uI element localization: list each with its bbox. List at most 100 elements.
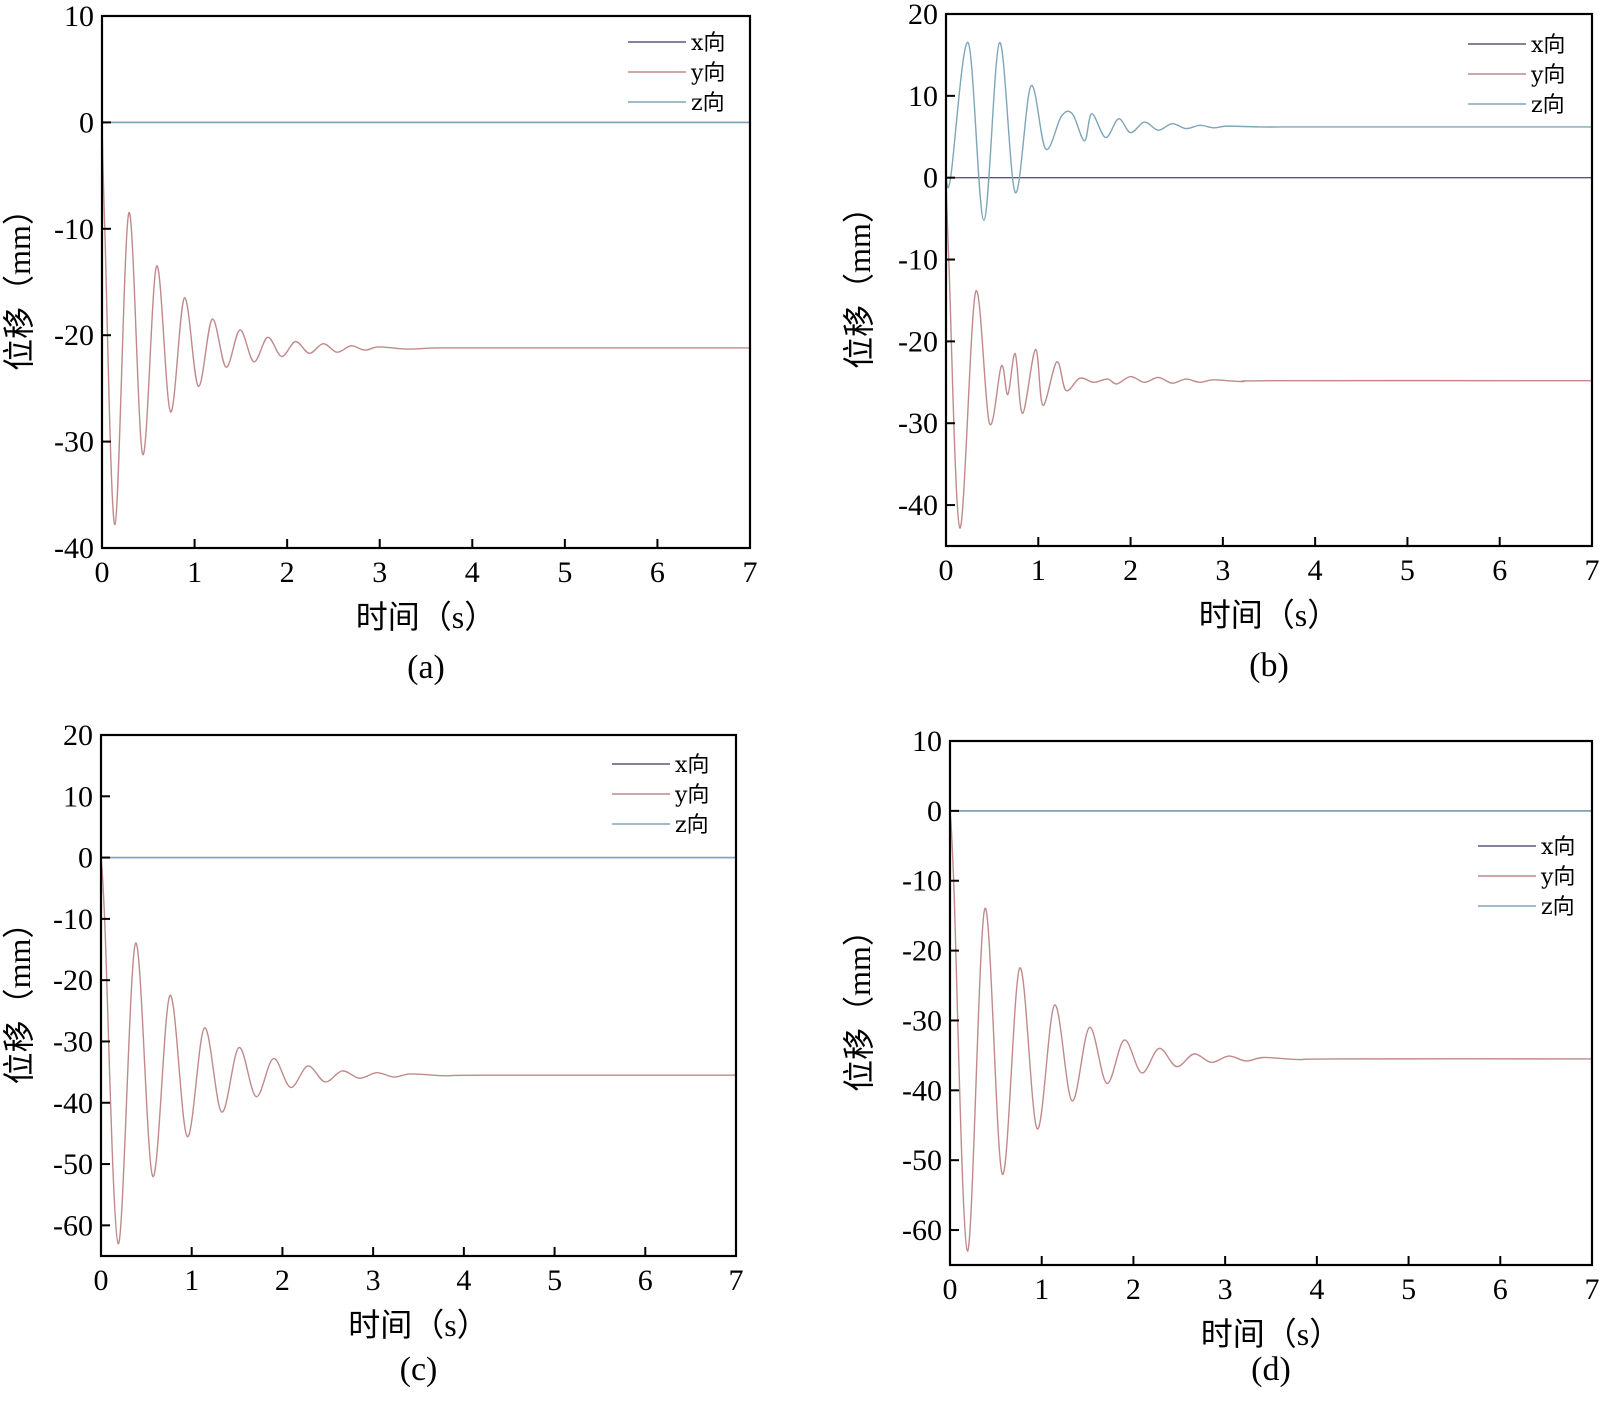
legend-label-z: z向 xyxy=(1531,93,1565,118)
x-tick-label: 2 xyxy=(1123,554,1138,587)
series-line-z xyxy=(945,41,1592,221)
series-line-y xyxy=(949,810,1593,1252)
x-tick-label: 3 xyxy=(366,1264,381,1297)
x-tick-label: 1 xyxy=(1034,1273,1049,1306)
legend-label-y: y向 xyxy=(1530,63,1565,88)
plot-frame xyxy=(944,12,1594,548)
y-tick-label: -50 xyxy=(902,1144,942,1177)
x-tick-label: 3 xyxy=(1215,554,1230,587)
x-axis-label: 时间（s） xyxy=(356,599,496,635)
panel-caption: (d) xyxy=(1251,1351,1291,1388)
panel-a: 0 1 2 3 4 5 6 7 -40 -30 -20 -10 0 10 时间（s） 位移（mm） (a) x向 y… xyxy=(1,0,758,686)
y-axis-label: 位移（mm） xyxy=(1,193,37,371)
x-tick-label: 5 xyxy=(557,556,572,589)
x-tick-label: 6 xyxy=(650,556,665,589)
x-tick-label: 1 xyxy=(184,1264,199,1297)
y-axis-label: 位移（mm） xyxy=(1,907,37,1085)
x-tick-label: 2 xyxy=(280,556,295,589)
y-axis-label: 位移（mm） xyxy=(841,914,877,1092)
x-tick-label: 0 xyxy=(943,1273,958,1306)
x-tick-label: 1 xyxy=(187,556,202,589)
y-tick-label: -50 xyxy=(53,1148,93,1181)
y-tick-label: -30 xyxy=(898,407,938,440)
x-tick-label: 4 xyxy=(465,556,480,589)
y-tick-label: -10 xyxy=(53,903,93,936)
y-tick-label: 10 xyxy=(63,780,93,813)
x-tick-label: 7 xyxy=(1585,554,1600,587)
y-tick-label: 0 xyxy=(923,162,938,195)
y-tick-label: -40 xyxy=(54,532,94,565)
series-line-y xyxy=(100,857,737,1245)
y-tick-label: -10 xyxy=(902,865,942,898)
legend-label-y: y向 xyxy=(1540,865,1575,890)
x-tick-label: 0 xyxy=(939,554,954,587)
panel-b: 0 1 2 3 4 5 6 7 -40 -30 -20 -10 0 10 20 时间（s） 位移（mm） (b) x… xyxy=(841,0,1600,684)
y-tick-label: -20 xyxy=(902,935,942,968)
x-axis-label: 时间（s） xyxy=(348,1307,488,1343)
legend-label-z: z向 xyxy=(691,91,725,116)
series-line-y xyxy=(945,177,1593,529)
y-tick-label: -40 xyxy=(902,1074,942,1107)
x-tick-label: 0 xyxy=(94,1264,109,1297)
legend-label-z: z向 xyxy=(1541,895,1575,920)
plot-frame xyxy=(948,739,1594,1267)
x-tick-label: 0 xyxy=(95,556,110,589)
y-axis-label: 位移（mm） xyxy=(841,191,877,369)
x-tick-label: 4 xyxy=(1308,554,1323,587)
x-axis-label: 时间（s） xyxy=(1201,1316,1341,1352)
x-tick-label: 3 xyxy=(372,556,387,589)
y-tick-label: -20 xyxy=(898,325,938,358)
plot-frame xyxy=(99,733,738,1258)
y-tick-label: -30 xyxy=(54,426,94,459)
y-tick-label: -20 xyxy=(53,964,93,997)
y-tick-label: -40 xyxy=(53,1087,93,1120)
x-tick-label: 6 xyxy=(1492,554,1507,587)
legend-label-x: x向 xyxy=(675,753,709,778)
x-tick-label: 5 xyxy=(1400,554,1415,587)
y-tick-label: 0 xyxy=(78,842,93,875)
y-tick-label: 0 xyxy=(927,795,942,828)
x-tick-label: 4 xyxy=(456,1264,471,1297)
x-tick-label: 2 xyxy=(1126,1273,1141,1306)
y-tick-label: -10 xyxy=(898,244,938,277)
y-tick-label: -60 xyxy=(53,1209,93,1242)
x-tick-label: 6 xyxy=(1493,1273,1508,1306)
legend-label-x: x向 xyxy=(1531,33,1565,58)
legend-label-x: x向 xyxy=(691,31,725,56)
x-tick-label: 7 xyxy=(743,556,758,589)
legend-label-x: x向 xyxy=(1541,835,1575,860)
x-tick-label: 4 xyxy=(1309,1273,1324,1306)
x-tick-label: 5 xyxy=(547,1264,562,1297)
x-tick-label: 7 xyxy=(729,1264,744,1297)
legend-label-y: y向 xyxy=(690,61,725,86)
y-tick-label: 20 xyxy=(63,719,93,752)
y-tick-label: -30 xyxy=(902,1004,942,1037)
y-tick-label: -60 xyxy=(902,1214,942,1247)
y-tick-label: 10 xyxy=(912,725,942,758)
legend-label-z: z向 xyxy=(675,813,709,838)
panel-caption: (a) xyxy=(407,649,445,686)
panel-caption: (c) xyxy=(400,1351,438,1388)
panel-d: 0 1 2 3 4 5 6 7 -60 -50 -40 -30 -20 -10 0 10 时间（s） 位移（mm）… xyxy=(841,725,1600,1388)
y-tick-label: 10 xyxy=(908,80,938,113)
panel-c: 0 1 2 3 4 5 6 7 -60 -50 -40 -30 -20 -10 0 10 20 时间（s） 位移（m… xyxy=(1,719,744,1388)
x-tick-label: 5 xyxy=(1401,1273,1416,1306)
y-tick-label: -30 xyxy=(53,1025,93,1058)
y-tick-label: 10 xyxy=(64,0,94,33)
panel-caption: (b) xyxy=(1249,647,1289,684)
plot-frame xyxy=(100,14,752,550)
x-tick-label: 6 xyxy=(638,1264,653,1297)
series-line-y xyxy=(101,122,750,526)
y-tick-label: -20 xyxy=(54,319,94,352)
x-tick-label: 3 xyxy=(1218,1273,1233,1306)
x-tick-label: 7 xyxy=(1585,1273,1600,1306)
y-tick-label: -10 xyxy=(54,213,94,246)
y-tick-label: 0 xyxy=(79,106,94,139)
y-tick-label: -40 xyxy=(898,489,938,522)
legend-label-y: y向 xyxy=(674,783,709,808)
x-axis-label: 时间（s） xyxy=(1199,597,1339,633)
x-tick-label: 1 xyxy=(1031,554,1046,587)
x-tick-label: 2 xyxy=(275,1264,290,1297)
y-tick-label: 20 xyxy=(908,0,938,31)
